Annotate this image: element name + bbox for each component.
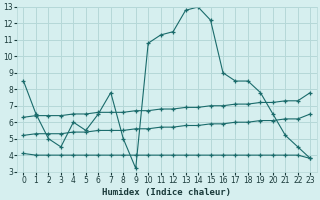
X-axis label: Humidex (Indice chaleur): Humidex (Indice chaleur): [102, 188, 231, 197]
